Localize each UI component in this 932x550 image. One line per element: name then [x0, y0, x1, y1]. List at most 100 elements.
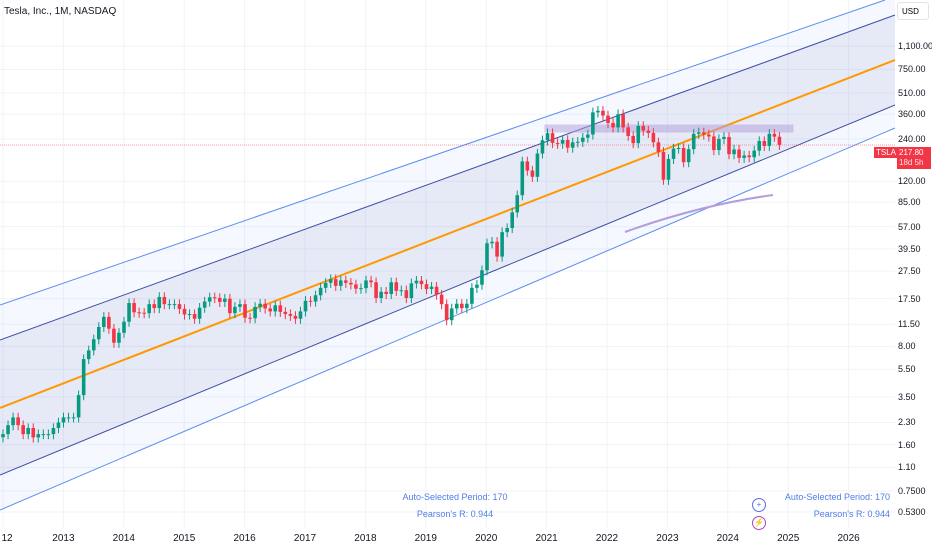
candle-body — [369, 280, 373, 283]
x-tick-label: 2025 — [777, 533, 800, 544]
y-tick-label: 85.00 — [898, 197, 921, 208]
x-tick-label: 2026 — [837, 533, 860, 544]
candle-body — [580, 137, 585, 142]
candle-body — [681, 147, 686, 163]
candle-body — [212, 297, 217, 299]
candle-body — [530, 170, 535, 177]
candle-body — [747, 155, 751, 158]
candle-body — [303, 300, 308, 312]
candle-body — [656, 142, 661, 152]
candle-body — [752, 150, 757, 158]
candle-body — [591, 112, 595, 135]
candle-body — [550, 133, 555, 143]
candle-body — [429, 286, 434, 290]
last-price-tag: 217.80 18d 5h — [897, 147, 931, 169]
candle-body — [394, 282, 399, 291]
candle-body — [41, 434, 46, 436]
candle-body — [465, 303, 469, 309]
candle-body — [122, 321, 126, 333]
x-tick-label: 2024 — [716, 533, 739, 544]
candle-body — [439, 294, 444, 305]
candle-body — [349, 282, 353, 285]
pearson-label-left: Pearson's R: 0.944 — [416, 509, 494, 519]
candle-body — [676, 147, 681, 149]
candle-body — [86, 350, 91, 360]
candle-body — [344, 280, 348, 283]
candle-body — [606, 115, 610, 123]
candle-body — [243, 304, 247, 318]
candle-body — [661, 151, 666, 180]
candle-body — [273, 305, 278, 312]
candle-body — [596, 110, 600, 113]
candle-body — [696, 132, 701, 134]
candle-body — [26, 428, 31, 435]
candle-body — [651, 132, 656, 143]
candle-body — [535, 153, 540, 177]
candle-body — [409, 283, 414, 298]
candle-body — [399, 290, 404, 292]
plus-icon[interactable]: + — [752, 498, 766, 512]
candle-body — [722, 136, 726, 139]
candle-body — [560, 139, 565, 144]
symbol-tag: TSLA — [874, 147, 899, 158]
candle-body — [323, 282, 328, 288]
candle-body — [127, 303, 131, 322]
candle-body — [727, 136, 731, 155]
x-tick-label: 2022 — [595, 533, 619, 544]
candle-body — [187, 314, 192, 316]
candle-body — [233, 306, 237, 314]
candle-body — [51, 428, 56, 435]
candle-body — [545, 133, 550, 141]
candle-body — [81, 359, 86, 396]
candle-body — [283, 311, 288, 315]
candle-body — [757, 141, 762, 151]
candle-body — [404, 290, 409, 298]
candle-body — [91, 339, 96, 351]
inner-channel-fill — [0, 15, 895, 475]
candle-body — [102, 316, 106, 328]
currency-button[interactable]: USD — [897, 2, 929, 20]
candle-body — [475, 284, 479, 288]
candle-body — [691, 133, 696, 150]
candle-body — [555, 142, 560, 144]
candle-body — [772, 133, 777, 137]
candle-body — [384, 291, 388, 294]
candle-body — [107, 316, 111, 329]
candle-body — [616, 114, 620, 128]
x-tick-label: 2017 — [293, 533, 317, 544]
y-tick-label: 57.00 — [898, 221, 921, 232]
period-label-left: Auto-Selected Period: 170 — [402, 492, 508, 502]
candle-body — [228, 298, 232, 314]
candle-body — [333, 279, 338, 286]
candle-body — [152, 304, 157, 309]
candle-body — [96, 327, 101, 340]
candle-body — [712, 136, 716, 151]
candle-body — [21, 425, 25, 435]
y-tick-label: 1.60 — [898, 439, 916, 450]
candle-body — [132, 303, 136, 313]
last-price: 217.80 — [899, 148, 924, 157]
y-tick-label: 1,100.00 — [898, 41, 932, 52]
candle-body — [737, 149, 741, 158]
y-tick-label: 5.50 — [898, 364, 916, 375]
candle-body — [575, 141, 580, 143]
x-tick-label: 2019 — [414, 533, 437, 544]
candle-body — [480, 270, 484, 285]
candle-body — [641, 125, 646, 131]
candle-body — [197, 307, 202, 319]
lightning-icon[interactable]: ⚡ — [752, 516, 766, 530]
candle-body — [288, 314, 293, 316]
inner-upper-line — [0, 14, 896, 341]
candle-body — [117, 332, 121, 343]
candle-body — [6, 425, 10, 435]
candle-body — [540, 140, 545, 154]
inner-lower-line — [0, 104, 896, 476]
candle-body — [16, 417, 20, 426]
candle-body — [11, 417, 15, 426]
candle-body — [586, 134, 590, 138]
y-tick-label: 0.5300 — [898, 507, 926, 517]
candle-body — [112, 328, 116, 343]
y-tick-label: 1.10 — [898, 462, 916, 473]
